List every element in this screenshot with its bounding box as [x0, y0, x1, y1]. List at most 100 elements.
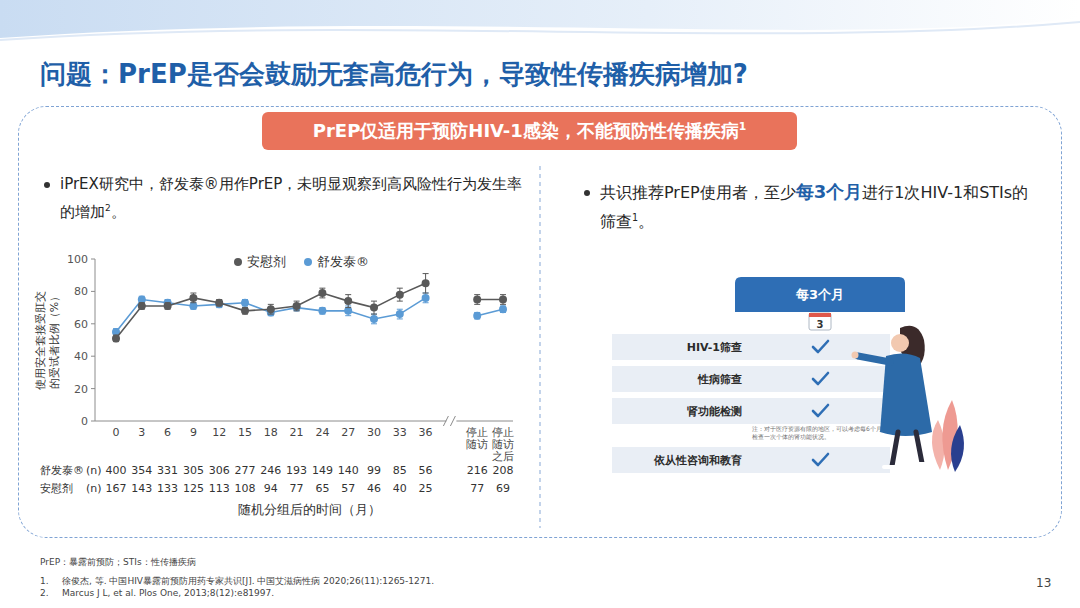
- error-bar: [165, 303, 171, 309]
- y-tick-label: 100: [67, 253, 88, 266]
- chart: 0204060801000369121518212427303336停止随访停止…: [34, 253, 514, 517]
- series-point: [499, 305, 507, 313]
- legend-label: 安慰剂: [247, 254, 286, 269]
- schedule-row-label: HIV-1筛查: [687, 341, 742, 354]
- y-tick: [91, 259, 95, 260]
- y-axis-title: 使用安全套接受肛交的受试者比例（%）: [34, 291, 61, 390]
- n-value: 246: [260, 464, 281, 477]
- x-tick-label: 6: [164, 426, 171, 439]
- n-value: 99: [367, 464, 381, 477]
- n-value: 77: [290, 482, 304, 495]
- schedule-header: 每3个月: [795, 287, 844, 302]
- plant-leaf: [951, 425, 964, 472]
- x-tick-label-line: 随访: [466, 438, 488, 451]
- y-axis-line: [95, 259, 96, 421]
- error-bar: [500, 306, 506, 312]
- plot-area: [112, 274, 507, 343]
- x-tick-label: 15: [238, 426, 252, 439]
- check-icon: [813, 373, 828, 384]
- n-value: 331: [157, 464, 178, 477]
- calendar: [809, 313, 831, 330]
- y-tick: [91, 388, 95, 389]
- series-point: [422, 294, 430, 302]
- legend-label: 舒发泰®: [317, 254, 369, 269]
- n-row-label: 安慰剂: [40, 482, 73, 495]
- n-value: 167: [106, 482, 127, 495]
- x-tick-label: 9: [190, 426, 197, 439]
- n-value: 140: [338, 464, 359, 477]
- error-bar: [500, 295, 506, 305]
- n-value: 125: [183, 482, 204, 495]
- n-value: 143: [131, 482, 152, 495]
- y-tick-label: 80: [74, 285, 88, 298]
- series-point: [396, 310, 404, 318]
- x-tick-label: 27: [341, 426, 355, 439]
- check-icon: [813, 405, 828, 416]
- error-bar: [371, 301, 377, 314]
- schedule-row-bg: [612, 366, 890, 392]
- x-tick-label: 24: [315, 426, 329, 439]
- series-point: [241, 307, 249, 315]
- n-unit: (n): [86, 482, 102, 495]
- schedule-row-label: 依从性咨询和教育: [653, 454, 742, 467]
- x-axis-title: 随机分组后的时间（月）: [238, 502, 381, 517]
- series-point: [318, 289, 326, 297]
- n-value: 208: [493, 464, 514, 477]
- legs: [892, 432, 922, 466]
- page-number: 13: [1036, 576, 1051, 590]
- x-tick-label: 0: [113, 426, 120, 439]
- series-point: [215, 299, 223, 307]
- error-bar: [216, 300, 222, 306]
- schedule-note-line: 检查一次个体的肾功能状况。: [752, 433, 830, 440]
- error-bar: [397, 309, 403, 319]
- slide: 0204060801000369121518212427303336停止随访停止…: [0, 0, 1080, 608]
- right-bullet-highlight: 每3个月: [796, 181, 863, 202]
- y-axis-title-line: 的受试者比例（%）: [48, 291, 61, 389]
- y-tick-label: 20: [74, 383, 88, 396]
- y-tick-label: 40: [74, 350, 88, 363]
- calendar-top: [809, 313, 831, 317]
- x-tick-label: 30: [367, 426, 381, 439]
- error-bar: [294, 301, 300, 311]
- y-tick-label: 60: [74, 318, 88, 331]
- schedule-row-label: 性病筛查: [697, 373, 742, 386]
- n-value: 65: [315, 482, 329, 495]
- schedule-row-bg: [612, 447, 890, 473]
- banner-ref: 1: [739, 120, 747, 133]
- n-value: 216: [467, 464, 488, 477]
- footnote: PrEP：暴露前预防；STIs：性传播疾病: [40, 556, 196, 568]
- n-value: 25: [419, 482, 433, 495]
- error-bar: [474, 312, 480, 318]
- left-bullet-end: 。: [111, 203, 126, 221]
- banner: PrEP仅适用于预防HIV-1感染，不能预防性传播疾病1: [262, 112, 797, 150]
- n-value: 94: [264, 482, 278, 495]
- y-axis-title-line: 使用安全套接受肛交: [34, 291, 47, 390]
- series-point: [164, 302, 172, 310]
- series-point: [112, 334, 120, 342]
- n-value: 69: [496, 482, 510, 495]
- bullet-dot: [584, 190, 590, 196]
- error-bar: [345, 295, 351, 308]
- n-value: 108: [235, 482, 256, 495]
- reference: 2.Marcus J L, et al. Plos One, 2013;8(12…: [40, 587, 274, 599]
- y-tick: [91, 421, 95, 422]
- x-axis-line: [456, 421, 513, 422]
- n-value: 133: [157, 482, 178, 495]
- x-tick-label: 停止随访: [466, 426, 488, 451]
- reference-text: 徐俊杰, 等. 中国HIV暴露前预防用药专家共识[J]. 中国艾滋病性病 202…: [62, 576, 434, 586]
- n-row-label: 舒发泰®: [40, 464, 84, 477]
- n-value: 354: [131, 464, 152, 477]
- y-tick: [91, 291, 95, 292]
- top-wave: [0, 22, 1080, 40]
- calendar-day: 3: [817, 319, 824, 330]
- series-point: [344, 297, 352, 305]
- illustration: [852, 326, 965, 472]
- schedule-note-line: 注：对于医疗资源有限的地区，可以考虑每6个月: [752, 425, 882, 432]
- series-point: [473, 312, 481, 320]
- series-point: [422, 279, 430, 287]
- canvas-svg: 0204060801000369121518212427303336停止随访停止…: [0, 0, 1080, 608]
- panel-frame: [18, 106, 1062, 538]
- left-bullet: iPrEX研究中，舒发泰®用作PrEP，未明显观察到高风险性行为发生率的增加2。: [60, 170, 530, 226]
- series-point: [241, 299, 249, 307]
- face: [891, 334, 909, 352]
